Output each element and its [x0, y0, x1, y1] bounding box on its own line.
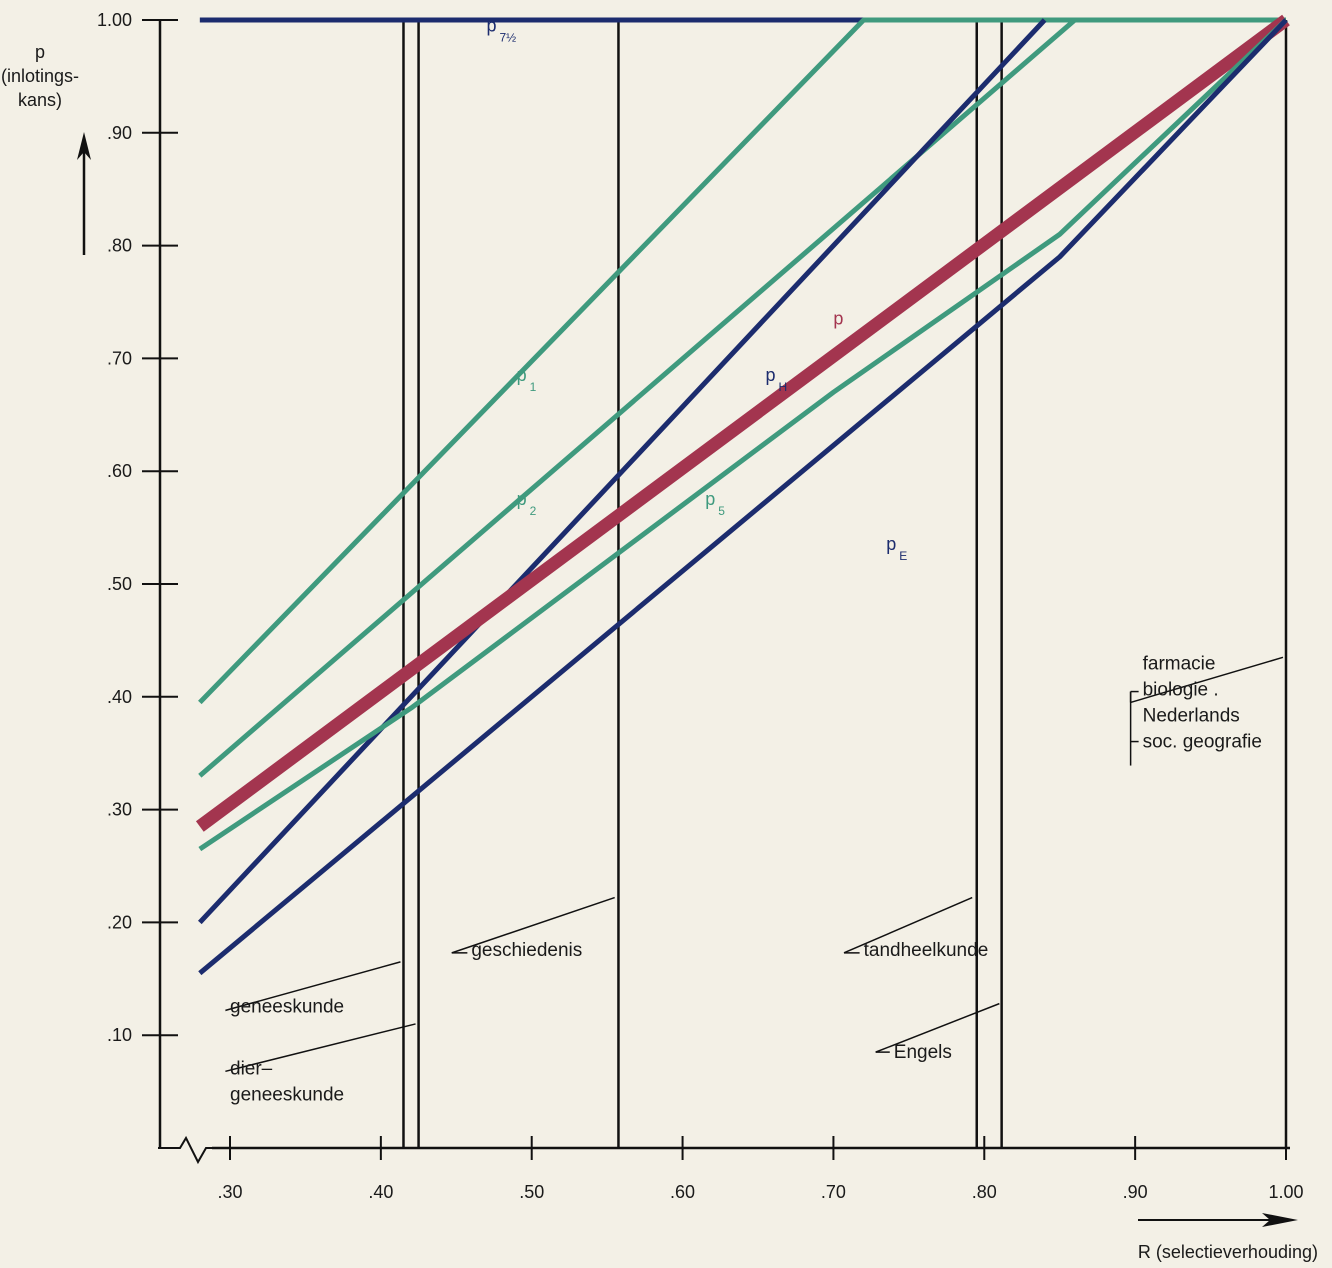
annotation-label: Nederlands	[1143, 706, 1240, 727]
series-line-p1	[198, 17, 1286, 705]
y-tick-label: .30	[107, 800, 132, 820]
y-tick-label: .20	[107, 912, 132, 932]
annotation-label: soc. geografie	[1143, 732, 1262, 753]
series-label-subscript: 7½	[499, 30, 516, 44]
annotation-label: geschiedenis	[471, 940, 582, 961]
annotation-pointer	[225, 961, 401, 1012]
annotation-pointer	[451, 896, 615, 954]
series-label-p2: p2	[517, 489, 537, 518]
annotation-label: geneeskunde	[230, 997, 344, 1018]
series-label-subscript: H	[779, 380, 788, 394]
series-line-p	[195, 14, 1290, 832]
series-label-base: p	[705, 489, 715, 509]
annotation-pointer	[1130, 656, 1284, 704]
y-tick-label: .60	[107, 461, 132, 481]
series-label-base: p	[517, 365, 527, 385]
x-tick-label: .30	[217, 1182, 242, 1202]
series-line-pE	[198, 18, 1288, 976]
series-label-base: p	[517, 489, 527, 509]
series-label-subscript: 5	[718, 504, 725, 518]
annotation-label: tandheelkunde	[864, 940, 989, 961]
series-label-base: p	[766, 365, 776, 385]
annotation-pointer	[225, 1023, 416, 1073]
x-tick-label: 1.00	[1268, 1182, 1303, 1202]
annotation-label: farmacie	[1143, 654, 1216, 675]
y-tick-label: .80	[107, 236, 132, 256]
series-line-p2	[198, 17, 1286, 778]
annotation-label: Engels	[894, 1042, 952, 1063]
x-tick-label: .40	[368, 1182, 393, 1202]
axis-break-mark	[158, 1135, 214, 1165]
series-label-p5: p5	[705, 489, 725, 518]
x-tick-label: .80	[972, 1182, 997, 1202]
series-label-p7½: p7½	[486, 15, 516, 44]
series-label-pH: pH	[766, 365, 788, 394]
series-label-subscript: E	[899, 549, 907, 563]
series-label-base: p	[486, 15, 496, 35]
x-tick-label: .50	[519, 1182, 544, 1202]
series-label-p: p	[833, 309, 843, 329]
series-label-base: p	[833, 309, 843, 329]
annotation-label: dier–	[230, 1059, 273, 1080]
y-tick-label: .50	[107, 574, 132, 594]
y-axis-title-line: p	[35, 42, 45, 62]
y-tick-label: 1.00	[97, 10, 132, 30]
x-tick-label: .70	[821, 1182, 846, 1202]
annotation-pointer	[875, 1002, 1000, 1053]
y-tick-label: .40	[107, 687, 132, 707]
series-label-subscript: 2	[530, 504, 537, 518]
series-line-pH	[198, 18, 1047, 925]
annotation-pointer	[843, 896, 973, 954]
series-label-pE: pE	[886, 534, 907, 563]
y-axis-title-line: (inlotings-	[1, 66, 79, 86]
x-tick-label: .90	[1123, 1182, 1148, 1202]
y-tick-label: .10	[107, 1025, 132, 1045]
series-line-p5	[198, 18, 1288, 852]
series-label-p1: p1	[517, 365, 537, 394]
x-axis-title: R (selectieverhouding)	[1138, 1242, 1318, 1262]
y-tick-label: .70	[107, 348, 132, 368]
y-tick-label: .90	[107, 123, 132, 143]
y-axis-title-line: kans)	[18, 90, 62, 110]
x-tick-label: .60	[670, 1182, 695, 1202]
x-axis-arrow-head	[1262, 1213, 1298, 1227]
y-axis-arrow-head	[77, 132, 91, 160]
series-label-base: p	[886, 534, 896, 554]
annotation-label: geneeskunde	[230, 1085, 344, 1106]
series-label-subscript: 1	[530, 380, 537, 394]
annotation-label: biologie .	[1143, 680, 1219, 701]
